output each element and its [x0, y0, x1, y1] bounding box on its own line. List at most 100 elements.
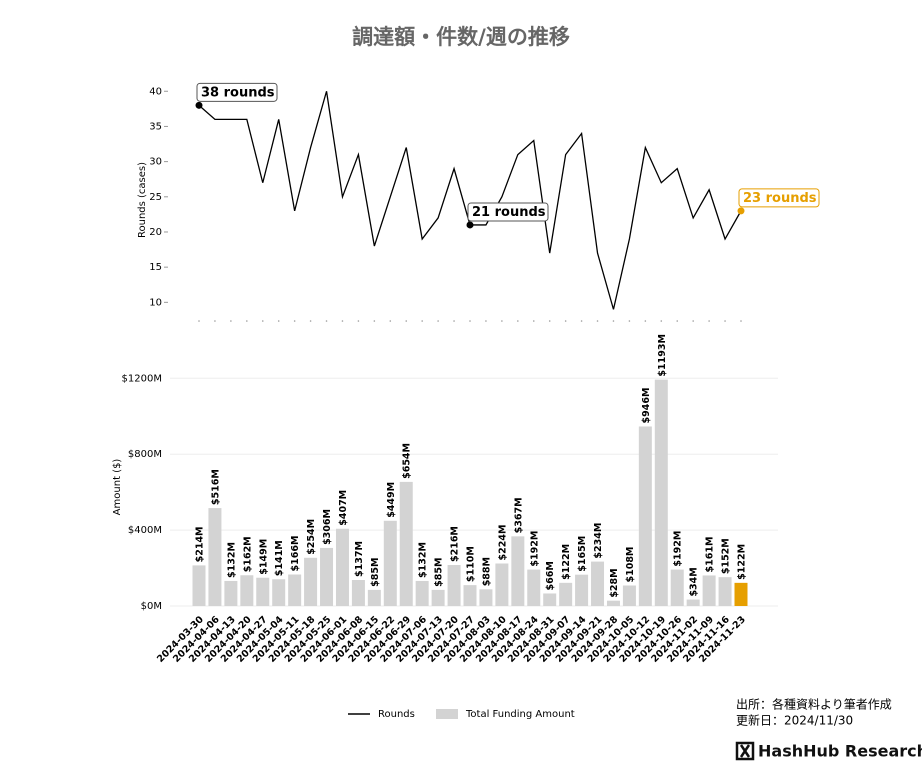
bar-value-label: $946M	[641, 388, 652, 424]
bar	[272, 579, 286, 606]
x-tick-dot	[277, 320, 280, 322]
annotation-label: 23 rounds	[743, 191, 817, 206]
x-tick-dot	[692, 320, 694, 322]
x-tick-dot	[341, 320, 344, 322]
bar	[367, 589, 381, 606]
x-tick-dot	[580, 320, 583, 322]
bar-value-label: $137M	[354, 541, 365, 577]
bar-value-label: $216M	[450, 526, 461, 562]
bar	[718, 577, 732, 606]
x-tick-dot	[389, 320, 392, 322]
x-tick-dot	[421, 320, 423, 322]
bar-value-label: $407M	[338, 490, 349, 526]
legend-swatch	[436, 709, 458, 719]
bar-value-label: $192M	[529, 531, 540, 567]
x-tick-dot	[740, 320, 742, 322]
bar	[224, 580, 238, 606]
bar-value-label: $367M	[513, 497, 524, 533]
bar	[559, 582, 573, 606]
bar-value-label: $234M	[593, 523, 604, 559]
brand-name: HashHub Research	[758, 742, 922, 761]
bar-value-label: $132M	[226, 542, 237, 578]
bar	[606, 600, 620, 606]
logo-icon-mark	[739, 744, 751, 758]
bar	[351, 580, 365, 606]
x-tick-dot	[628, 320, 631, 322]
y-tick-label: 35	[149, 121, 162, 132]
x-tick-dot	[564, 320, 567, 322]
legend-label: Rounds	[378, 709, 415, 720]
x-tick-dot	[596, 320, 599, 322]
bar-value-label: $166M	[290, 536, 301, 572]
point-marker	[737, 207, 745, 215]
bar-value-label: $192M	[673, 531, 684, 567]
update-note: 更新日：2024/11/30	[736, 713, 853, 728]
bar-value-label: $214M	[195, 526, 206, 562]
bar	[240, 575, 254, 606]
y-tick-label: 20	[149, 227, 162, 238]
bar	[399, 481, 413, 606]
bar	[335, 528, 349, 606]
bar	[256, 577, 270, 606]
point-marker	[466, 221, 474, 229]
y-tick-label: 25	[149, 192, 162, 203]
x-tick-dot	[198, 320, 200, 322]
bar	[479, 589, 493, 606]
x-tick-dot	[676, 320, 679, 322]
x-tick-dot	[309, 320, 312, 322]
bar	[415, 580, 429, 606]
x-tick-dot	[261, 320, 264, 322]
bar	[575, 574, 589, 606]
bar-value-label: $224M	[497, 525, 508, 561]
y-tick-label: 30	[149, 157, 162, 168]
bar-value-label: $306M	[322, 509, 333, 545]
bar	[208, 508, 222, 606]
bar	[670, 569, 684, 606]
x-tick-dot	[246, 320, 248, 322]
bar	[543, 593, 557, 606]
bar-value-label: $165M	[577, 536, 588, 572]
source-note: 出所：各種資料より筆者作成	[736, 697, 892, 712]
y2-tick-label: $1200M	[122, 373, 162, 384]
bar-value-label: $28M	[609, 568, 620, 597]
bar	[527, 569, 541, 606]
bar	[431, 589, 445, 606]
x-tick-dot	[517, 320, 519, 322]
x-tick-dot	[612, 320, 615, 322]
y-axis-title: Rounds (cases)	[137, 162, 148, 238]
bar	[654, 379, 668, 606]
bar	[463, 585, 477, 606]
annotation-label: 38 rounds	[201, 85, 275, 100]
bar-value-label: $161M	[705, 537, 716, 573]
bar-value-label: $122M	[737, 544, 748, 580]
bar-value-label: $254M	[306, 519, 317, 555]
y2-tick-label: $800M	[128, 449, 162, 460]
bar	[447, 565, 461, 606]
logo-icon	[735, 741, 755, 761]
annotation-box	[196, 82, 278, 102]
bar	[495, 563, 509, 606]
bar-value-label: $34M	[689, 567, 700, 596]
x-tick-dot	[708, 320, 710, 322]
annotation-box	[467, 202, 549, 222]
bar-value-label: $85M	[370, 558, 381, 587]
y-tick-label: 10	[149, 297, 162, 308]
bar-value-label: $132M	[418, 542, 429, 578]
y2-axis-title: Amount ($)	[112, 459, 123, 516]
bar-value-label: $654M	[402, 443, 413, 479]
bar	[383, 520, 397, 606]
x-tick-dot	[405, 320, 408, 322]
bar	[702, 575, 716, 606]
point-marker	[195, 101, 203, 109]
y2-tick-label: $0M	[141, 601, 162, 612]
bar-value-label: $88M	[481, 557, 492, 586]
x-tick-dot	[485, 320, 487, 322]
annotation-box	[738, 188, 820, 208]
legend-label: Total Funding Amount	[465, 709, 575, 720]
bar	[591, 561, 605, 606]
bar	[511, 536, 525, 606]
x-tick-dot	[357, 320, 360, 322]
bar-value-label: $516M	[210, 469, 221, 505]
annotation-label: 21 rounds	[472, 205, 546, 220]
x-tick-dot	[230, 320, 232, 322]
